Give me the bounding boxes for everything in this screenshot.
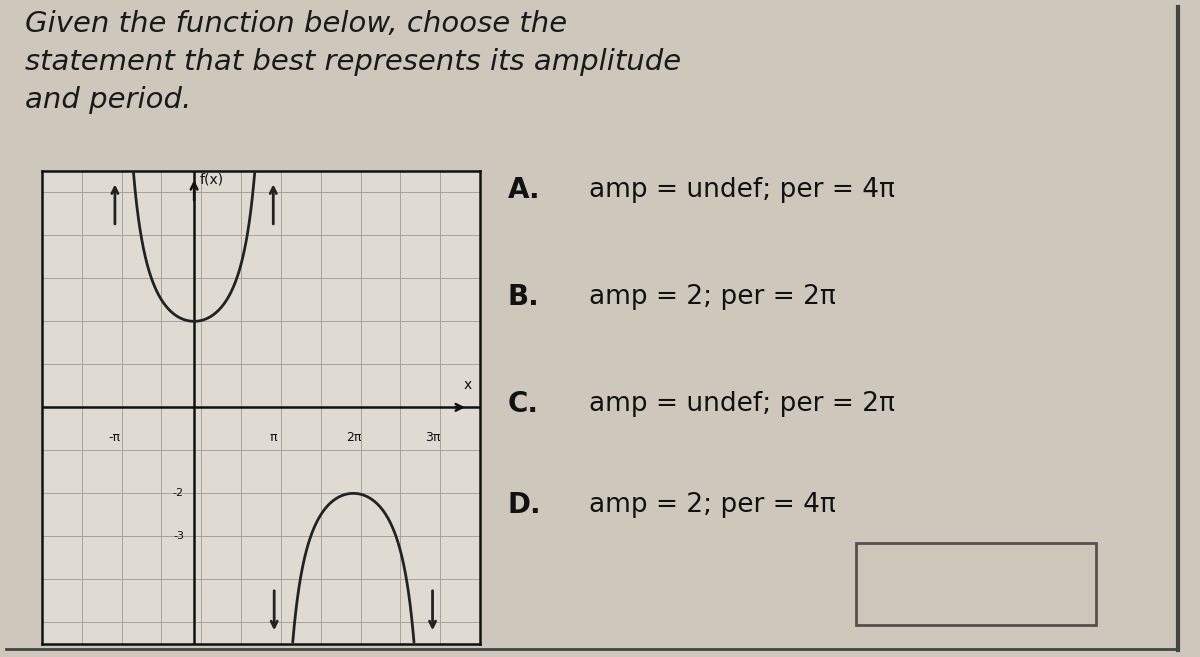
Text: -π: -π [108,431,120,444]
Text: -3: -3 [173,532,184,541]
Text: amp = 2; per = 4π: amp = 2; per = 4π [589,492,836,518]
Text: 3π: 3π [425,431,440,444]
Text: -2: -2 [173,488,184,499]
FancyBboxPatch shape [857,543,1096,625]
Text: B.: B. [508,283,539,311]
Text: C.: C. [508,390,539,419]
Text: amp = 2; per = 2π: amp = 2; per = 2π [589,284,836,310]
Text: x: x [463,378,472,392]
Text: 2π: 2π [346,431,361,444]
Text: π: π [270,431,277,444]
Text: amp = undef; per = 4π: amp = undef; per = 4π [589,177,895,203]
Text: Given the function below, choose the
statement that best represents its amplitud: Given the function below, choose the sta… [25,10,682,114]
Text: A.: A. [508,175,540,204]
Text: f(x): f(x) [199,173,223,187]
Text: amp = undef; per = 2π: amp = undef; per = 2π [589,391,895,417]
Text: D.: D. [508,491,541,519]
